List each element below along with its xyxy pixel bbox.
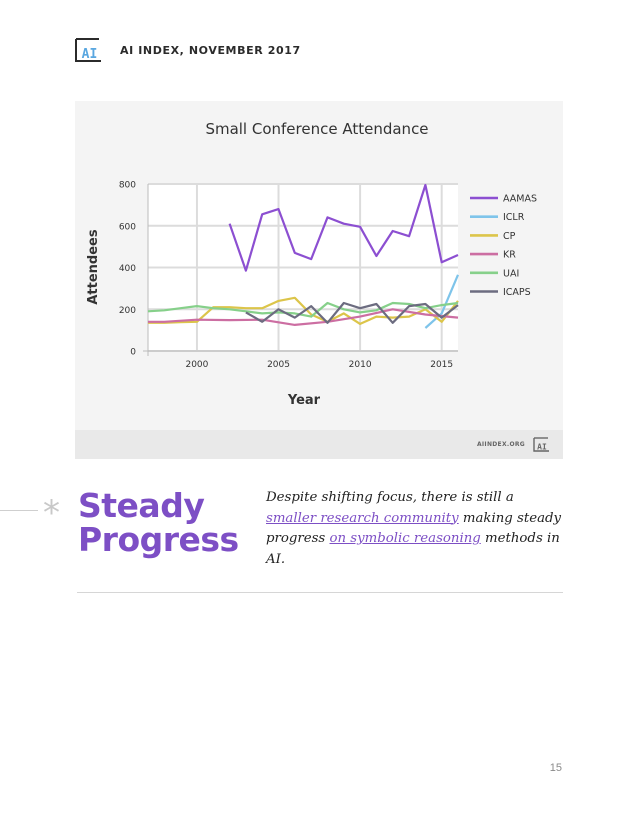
link-symbolic-reasoning[interactable]: on symbolic reasoning [329,531,481,546]
section-heading-line-2: Progress [78,520,239,559]
y-tick-label: 200 [119,306,136,316]
y-tick-label: 800 [119,181,136,191]
y-tick-label: 0 [130,348,136,358]
line-chart: Small Conference Attendance Attendees Ye… [86,120,537,408]
x-axis-label: Year [287,393,321,408]
series-line-iclr [424,274,460,329]
legend-label-icaps: ICAPS [503,287,531,298]
legend-label-iclr: ICLR [503,212,525,223]
ai-index-logo-icon: AI [75,38,101,62]
chart-title: Small Conference Attendance [205,120,428,138]
y-axis-label: Attendees [86,229,101,305]
footer-logo-icon: AI [533,437,549,452]
legend-label-kr: KR [503,250,516,261]
asterisk-icon: * [43,493,60,533]
chart-panel: Small Conference Attendance Attendees Ye… [75,101,563,459]
svg-text:AI: AI [537,443,547,452]
bottom-divider [77,592,563,593]
series-line-icaps [245,301,459,324]
x-tick-label: 2010 [349,360,372,370]
legend-label-cp: CP [503,231,516,242]
legend-label-aamas: AAMAS [503,194,537,205]
page-header: AI AI INDEX, NOVEMBER 2017 [75,38,301,62]
report-title: AI INDEX, NOVEMBER 2017 [120,43,301,57]
x-tick-label: 2015 [430,360,453,370]
x-tick-label: 2005 [267,360,290,370]
body-text-2: making steady progress [266,510,562,547]
legend-label-uai: UAI [503,268,519,279]
body-text-1: Despite shifting focus, there is still a [266,490,514,505]
y-tick-label: 600 [119,222,136,232]
body-text-3: methods in AI. [266,531,560,567]
section-body: Despite shifting focus, there is still a… [266,488,562,570]
link-research-community[interactable]: smaller research community [266,510,459,526]
section-heading: Steady Progress [78,489,248,557]
svg-text:AI: AI [82,47,98,62]
series-line-uai [147,301,459,318]
x-tick-label: 2000 [185,360,208,370]
section-heading-line-1: Steady [78,486,205,525]
series-line-aamas [228,183,459,272]
left-divider [0,510,38,511]
chart-footer: AIINDEX.ORG AI [75,430,563,459]
y-tick-label: 400 [119,264,136,274]
footer-url: AIINDEX.ORG [476,441,525,448]
page-number: 15 [549,762,562,774]
